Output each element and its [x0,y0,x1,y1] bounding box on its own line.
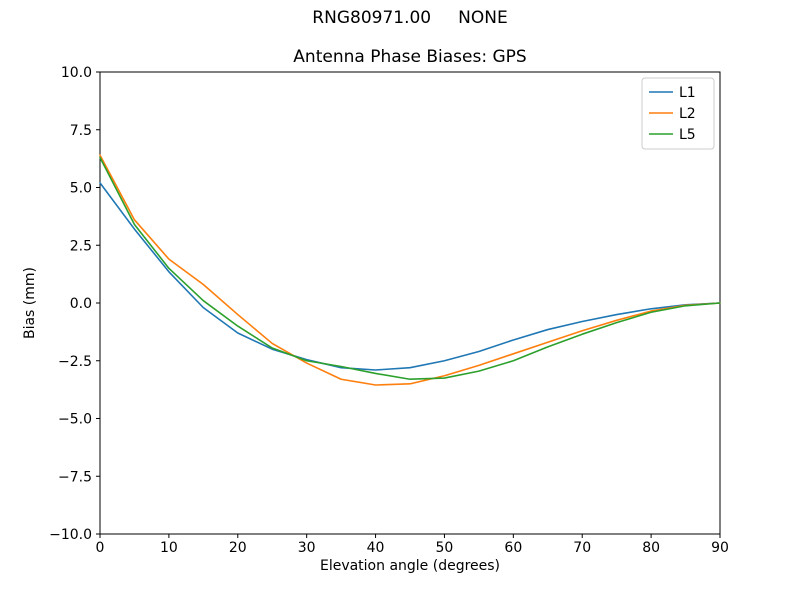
legend-label-L5: L5 [679,127,696,143]
legend-label-L1: L1 [679,85,696,101]
series-line-L1 [99,182,721,371]
x-axis-tick-label: 70 [573,540,591,556]
x-axis-tick-label: 20 [229,540,247,556]
y-axis-tick-label: 5.0 [70,181,92,197]
y-axis-tick-label: 10.0 [61,65,92,81]
chart-title: Antenna Phase Biases: GPS [293,47,527,67]
series-line-L5 [99,156,721,381]
legend: L1 L2 L5 [641,77,715,150]
plot-border [99,71,721,535]
x-axis-tick-label: 60 [504,540,522,556]
y-axis-tick-label: −10.0 [49,527,92,543]
x-axis-tick-label: 80 [642,540,660,556]
x-axis-tick-label: 90 [711,540,729,556]
x-axis-label: Elevation angle (degrees) [319,558,501,574]
legend-box [641,77,715,150]
x-axis-tick-label: 50 [436,540,454,556]
y-axis-tick-label: 7.5 [70,123,92,139]
y-axis-tick-label: −7.5 [58,469,92,485]
series-line-L2 [99,154,721,386]
y-axis-tick-label: −5.0 [58,412,92,428]
x-axis-tick-label: 10 [160,540,178,556]
y-axis-tick-label: 0.0 [70,296,92,312]
x-axis-tick-label: 40 [367,540,385,556]
y-axis-tick-label: 2.5 [70,238,92,254]
figure-suptitle: RNG80971.00 NONE [312,8,508,28]
y-axis-tick-label: −2.5 [58,354,92,370]
legend-label-L2: L2 [679,106,696,122]
x-axis-tick-label: 30 [298,540,316,556]
y-axis-label: Bias (mm) [22,266,38,340]
x-axis-tick-label: 0 [96,540,105,556]
